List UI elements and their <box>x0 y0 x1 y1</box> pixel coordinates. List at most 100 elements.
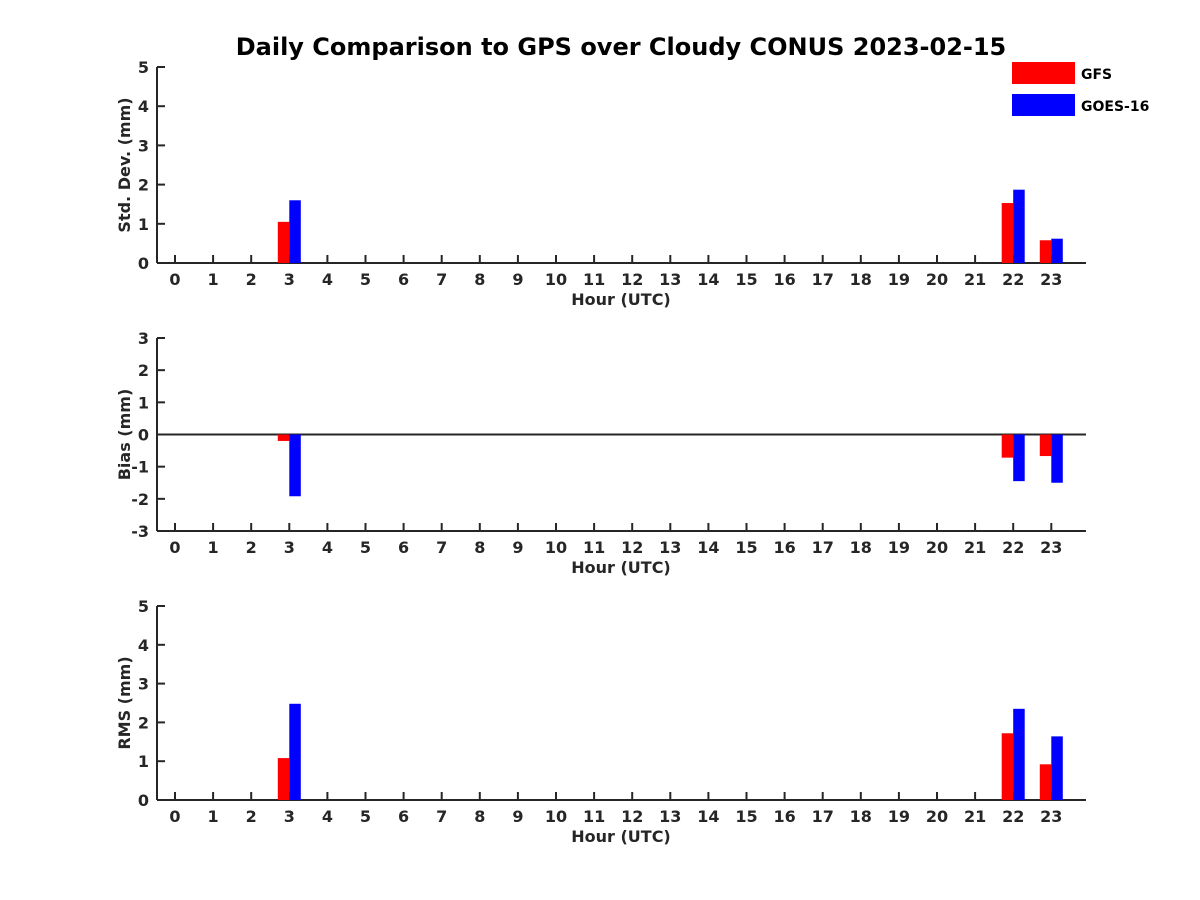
x-tick-label: 5 <box>360 270 371 289</box>
y-tick-label: 0 <box>138 791 149 810</box>
x-tick-label: 12 <box>621 807 643 826</box>
y-tick-label: 5 <box>138 58 149 77</box>
chart-legend: GFS GOES-16 <box>1012 62 1149 116</box>
bar-gfs-hour-23 <box>1039 240 1052 263</box>
y-tick-label: 2 <box>138 176 149 195</box>
x-axis-label: Hour (UTC) <box>571 290 671 309</box>
x-tick-label: 6 <box>398 270 409 289</box>
x-tick-label: 22 <box>1002 538 1024 557</box>
x-tick-label: 9 <box>512 270 523 289</box>
y-tick-label: 4 <box>138 97 149 116</box>
x-tick-label: 4 <box>322 270 333 289</box>
legend-swatch-gfs <box>1012 62 1075 84</box>
y-tick-label: 0 <box>138 254 149 273</box>
bar-goes16-hour-23 <box>1051 736 1063 800</box>
y-tick-label: 3 <box>138 136 149 155</box>
bar-goes16-hour-23 <box>1051 238 1063 263</box>
x-tick-label: 7 <box>436 807 447 826</box>
bar-goes16-hour-3 <box>289 434 301 497</box>
x-tick-label: 8 <box>474 270 485 289</box>
bar-gfs-hour-3 <box>277 221 290 263</box>
x-tick-label: 15 <box>735 270 757 289</box>
x-tick-label: 5 <box>360 538 371 557</box>
x-tick-label: 8 <box>474 538 485 557</box>
x-tick-label: 11 <box>583 807 605 826</box>
y-tick-label: 3 <box>138 329 149 348</box>
bar-goes16-hour-3 <box>289 200 301 263</box>
x-tick-label: 13 <box>659 807 681 826</box>
legend-label-goes16: GOES-16 <box>1081 99 1149 115</box>
x-tick-label: 20 <box>926 538 948 557</box>
x-tick-label: 10 <box>545 270 567 289</box>
x-tick-label: 13 <box>659 538 681 557</box>
y-tick-label: 1 <box>138 752 149 771</box>
x-tick-label: 1 <box>208 807 219 826</box>
x-tick-label: 18 <box>850 807 872 826</box>
bar-gfs-hour-22 <box>1001 733 1014 800</box>
x-tick-label: 19 <box>888 538 910 557</box>
bar-goes16-hour-23 <box>1051 434 1063 483</box>
x-tick-label: 1 <box>208 538 219 557</box>
y-axis-label: Bias (mm) <box>115 389 134 481</box>
bar-goes16-hour-22 <box>1013 189 1025 263</box>
x-tick-label: 4 <box>322 538 333 557</box>
y-tick-label: 4 <box>138 636 149 655</box>
y-tick-label: 1 <box>138 393 149 412</box>
y-tick-label: -3 <box>131 522 149 541</box>
x-tick-label: 20 <box>926 270 948 289</box>
x-tick-label: 15 <box>735 807 757 826</box>
x-axis-label: Hour (UTC) <box>571 558 671 577</box>
bar-gfs-hour-22 <box>1001 434 1014 458</box>
x-tick-label: 18 <box>850 270 872 289</box>
x-tick-label: 13 <box>659 270 681 289</box>
x-tick-label: 0 <box>169 807 180 826</box>
y-tick-label: -2 <box>131 490 149 509</box>
x-tick-label: 16 <box>773 270 795 289</box>
y-tick-label: 2 <box>138 713 149 732</box>
y-tick-label: -1 <box>131 458 149 477</box>
x-tick-label: 3 <box>284 270 295 289</box>
x-tick-label: 7 <box>436 270 447 289</box>
x-tick-label: 2 <box>246 538 257 557</box>
x-tick-label: 6 <box>398 538 409 557</box>
x-tick-label: 21 <box>964 807 986 826</box>
bar-gfs-hour-22 <box>1001 203 1014 263</box>
x-tick-label: 17 <box>812 538 834 557</box>
y-tick-label: 5 <box>138 597 149 616</box>
y-axis-label: Std. Dev. (mm) <box>115 97 134 232</box>
x-tick-label: 23 <box>1040 807 1062 826</box>
x-tick-label: 11 <box>583 270 605 289</box>
x-tick-label: 9 <box>512 807 523 826</box>
x-tick-label: 21 <box>964 270 986 289</box>
x-tick-label: 23 <box>1040 270 1062 289</box>
x-tick-label: 21 <box>964 538 986 557</box>
x-tick-label: 19 <box>888 270 910 289</box>
bar-goes16-hour-22 <box>1013 434 1025 482</box>
x-tick-label: 14 <box>697 807 719 826</box>
x-tick-label: 4 <box>322 807 333 826</box>
x-tick-label: 22 <box>1002 270 1024 289</box>
bar-goes16-hour-3 <box>289 703 301 800</box>
bar-goes16-hour-22 <box>1013 708 1025 800</box>
y-axis-label: RMS (mm) <box>115 656 134 749</box>
x-tick-label: 10 <box>545 807 567 826</box>
y-tick-label: 3 <box>138 675 149 694</box>
x-tick-label: 22 <box>1002 807 1024 826</box>
x-tick-label: 23 <box>1040 538 1062 557</box>
bar-gfs-hour-3 <box>277 434 290 441</box>
x-tick-label: 17 <box>812 807 834 826</box>
x-tick-label: 0 <box>169 270 180 289</box>
legend-label-gfs: GFS <box>1081 67 1112 83</box>
x-tick-label: 19 <box>888 807 910 826</box>
x-tick-label: 16 <box>773 807 795 826</box>
x-tick-label: 0 <box>169 538 180 557</box>
x-tick-label: 1 <box>208 270 219 289</box>
x-tick-label: 15 <box>735 538 757 557</box>
x-tick-label: 8 <box>474 807 485 826</box>
x-tick-label: 14 <box>697 270 719 289</box>
x-tick-label: 18 <box>850 538 872 557</box>
